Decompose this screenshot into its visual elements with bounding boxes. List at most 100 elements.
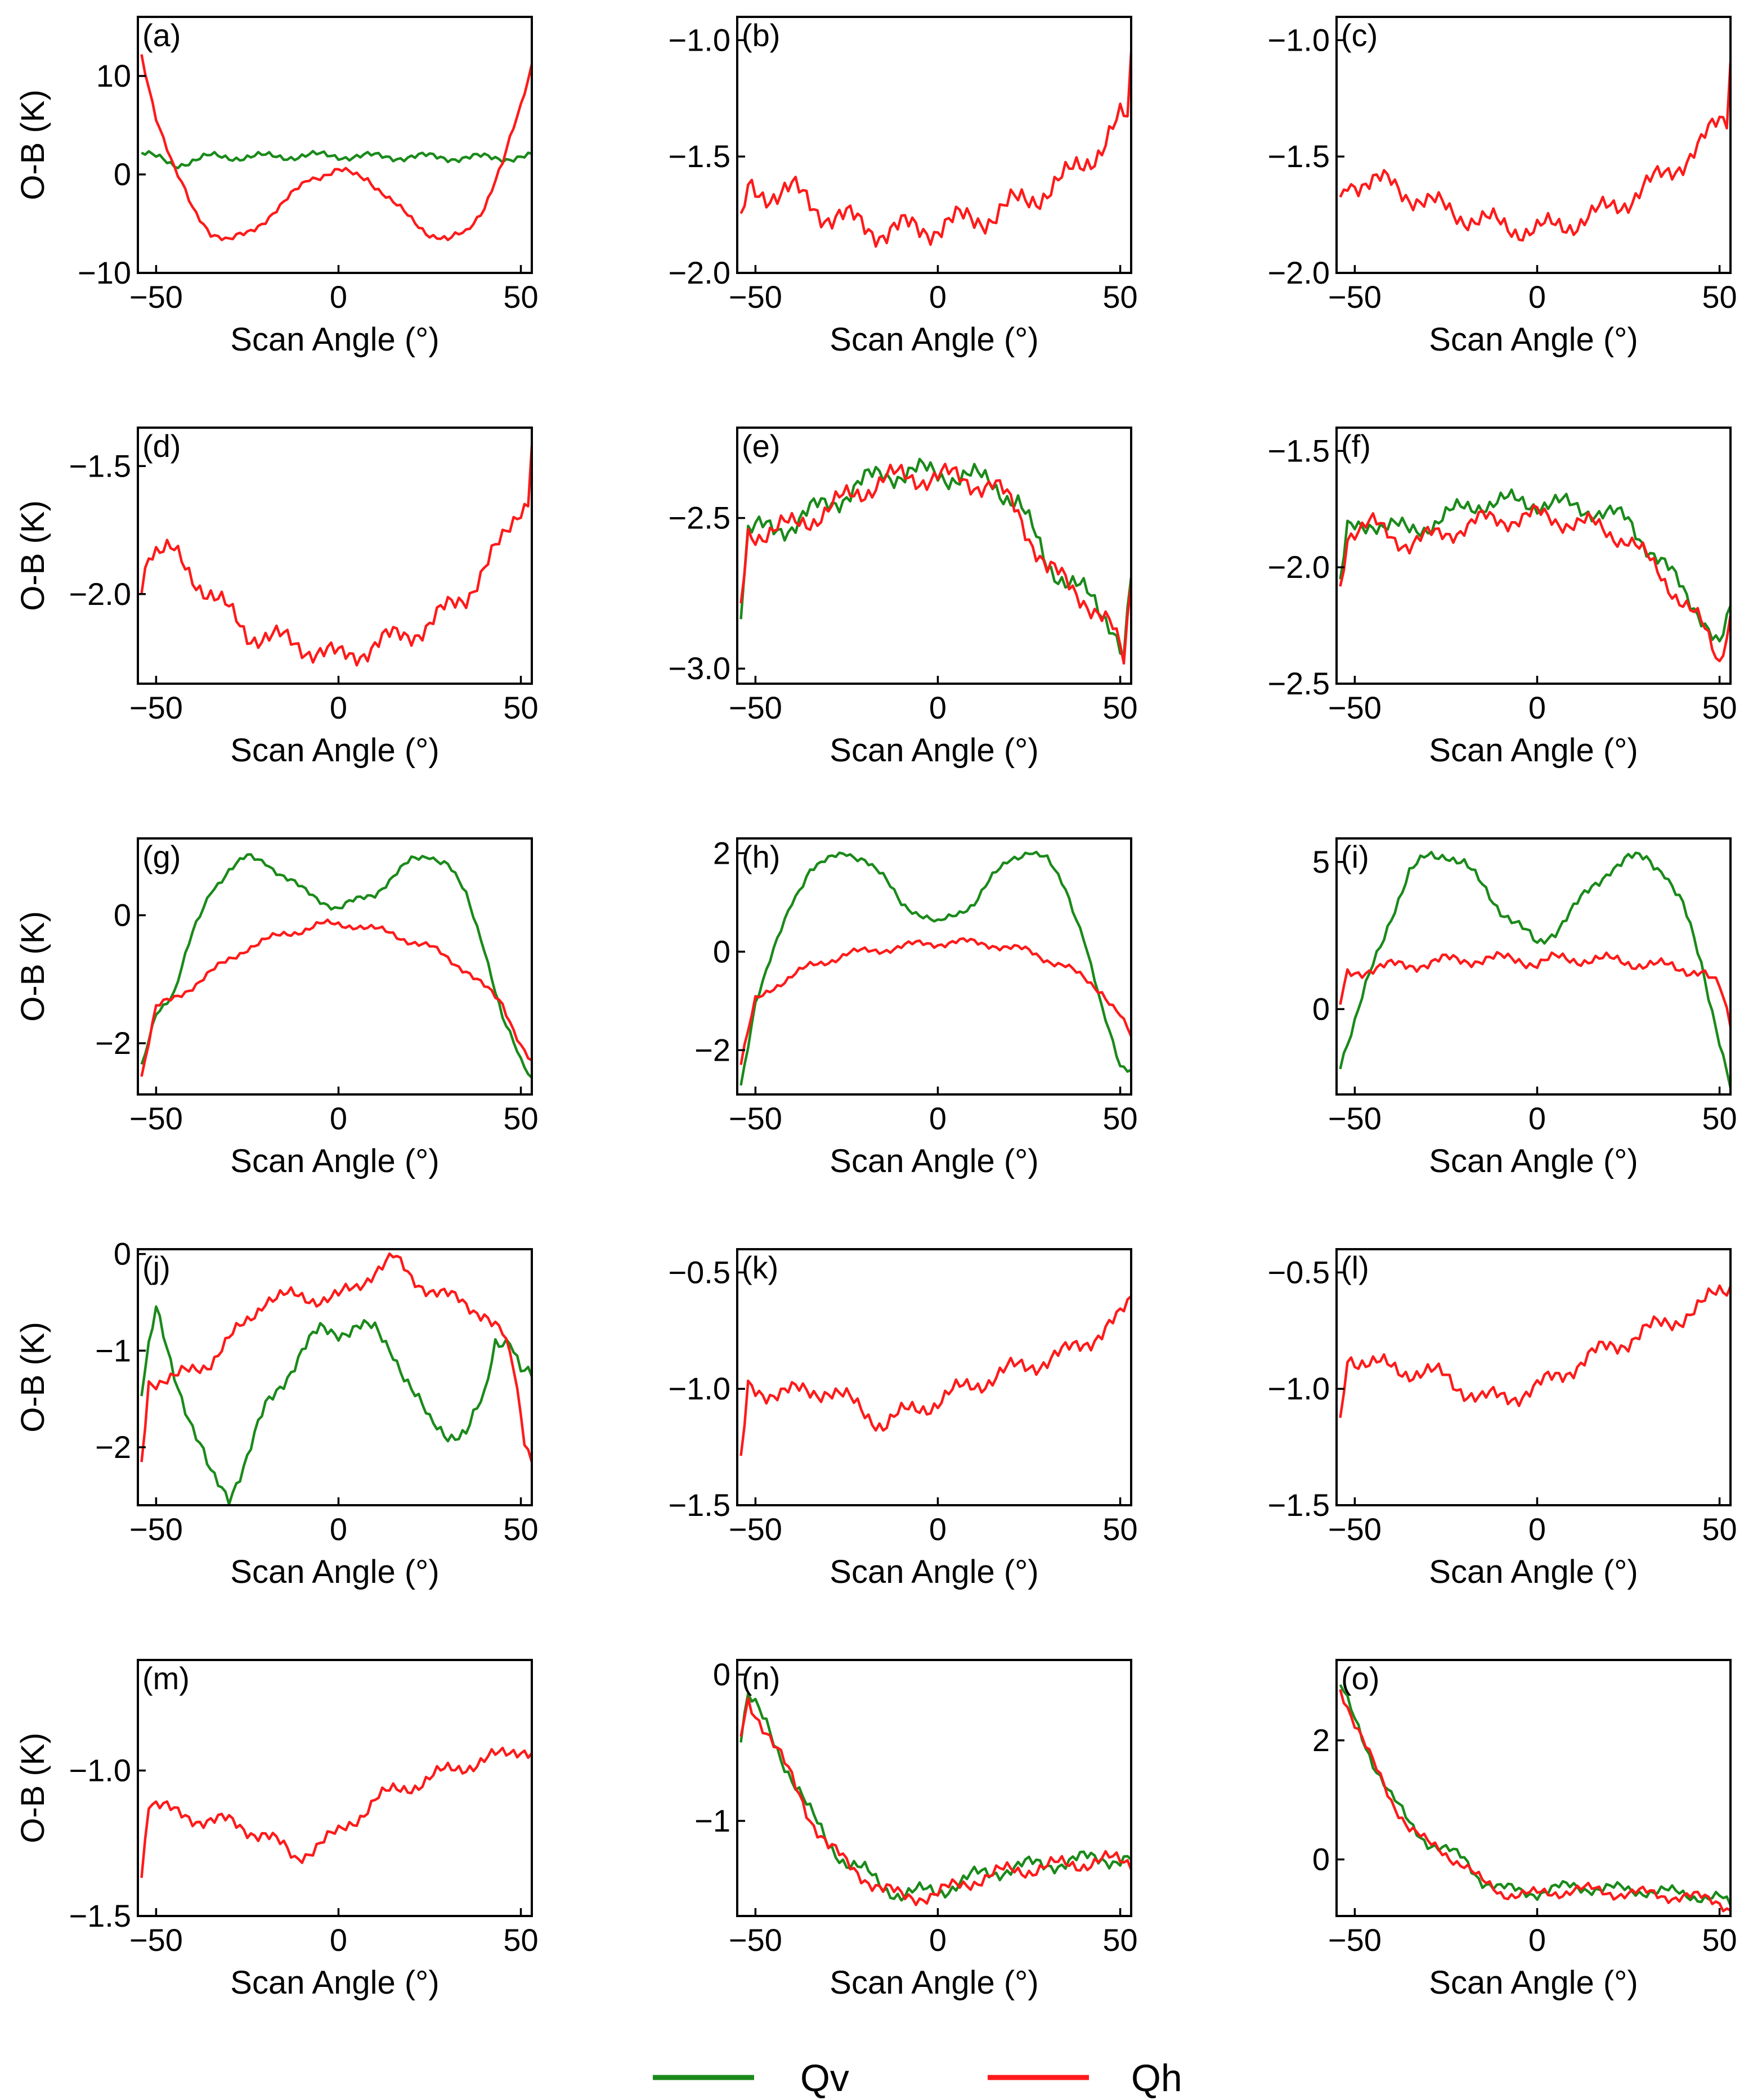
x-tick-label: 0 [929, 279, 947, 315]
x-tick-label: −50 [129, 690, 183, 725]
plot-frame [1335, 837, 1732, 1096]
subplot-o: −50 0 50 0 2 (o) Scan Angle (°) [1312, 1659, 1737, 2001]
y-tick-label: −2.0 [69, 576, 131, 612]
y-axis-label: O-B (K) [15, 500, 51, 611]
x-axis-label: Scan Angle (°) [830, 321, 1038, 358]
legend: Qv Qh [653, 2057, 1182, 2099]
y-tick-label: −2.0 [1267, 549, 1330, 585]
y-axis-label: O-B (K) [15, 89, 51, 200]
plot-frame [137, 16, 533, 274]
y-tick-label: −1.0 [69, 1752, 131, 1788]
x-tick-label: −50 [1328, 1922, 1382, 1958]
y-tick-label: 10 [96, 58, 131, 93]
subplot-b: −50 0 50 −2.0 −1.5 −1.0 (b) Scan Angle (°) [668, 16, 1138, 358]
series-qv-line [739, 850, 1131, 1086]
y-tick-label: −2 [95, 1429, 131, 1465]
x-tick-label: 0 [929, 1101, 947, 1136]
x-tick-label: 50 [503, 1101, 538, 1136]
y-tick-label: 0 [713, 934, 730, 969]
x-axis-label: Scan Angle (°) [830, 1554, 1038, 1590]
x-tick-label: 50 [1102, 1922, 1137, 1958]
panel-label: (a) [142, 17, 181, 53]
series-qh-line [739, 463, 1131, 665]
x-tick-label: 50 [503, 1511, 538, 1547]
y-tick-label: 0 [713, 1657, 730, 1692]
x-tick-label: −50 [1328, 279, 1382, 315]
x-tick-label: 50 [503, 1922, 538, 1958]
y-axis-label: O-B (K) [15, 1733, 51, 1843]
y-tick-label: −1.5 [69, 448, 131, 483]
series-qh-line [739, 1697, 1131, 1906]
x-tick-label: −50 [129, 1101, 183, 1136]
series-qv-line [1339, 1684, 1730, 1906]
y-tick-label: −1.0 [1267, 1371, 1330, 1406]
x-tick-label: 0 [1528, 279, 1546, 315]
series-qv-line [1339, 488, 1730, 643]
x-axis-label: Scan Angle (°) [1429, 1554, 1638, 1590]
panel-label: (o) [1341, 1661, 1379, 1696]
subplot-n: −50 0 50 −1 0 (n) Scan Angle (°) [694, 1657, 1138, 2001]
x-tick-label: 50 [1702, 279, 1737, 315]
x-tick-label: 50 [1702, 1511, 1737, 1547]
series-qv-line [140, 853, 532, 1079]
x-tick-label: 0 [929, 1511, 947, 1547]
panel-label: (b) [742, 17, 780, 53]
x-tick-label: 50 [1102, 690, 1137, 725]
series-qh-line [140, 1747, 532, 1878]
x-tick-label: −50 [129, 1922, 183, 1958]
subplot-h: −50 0 50 −2 0 2 (h) Scan Angle (°) [694, 835, 1138, 1179]
plot-frame [137, 1659, 533, 1917]
y-tick-label: −1.5 [69, 1898, 131, 1933]
x-axis-label: Scan Angle (°) [230, 1554, 439, 1590]
plot-frame [1335, 1248, 1732, 1506]
x-axis-label: Scan Angle (°) [830, 1143, 1038, 1179]
y-tick-label: −1.5 [1267, 433, 1330, 468]
y-tick-label: −1.5 [668, 138, 730, 174]
x-tick-label: 0 [1528, 690, 1546, 725]
panel-label: (e) [742, 428, 780, 464]
x-tick-label: 50 [1102, 279, 1137, 315]
series-qh-line [140, 54, 532, 241]
series-qh-line [140, 918, 532, 1077]
plot-frame [736, 427, 1132, 685]
series-qh-line [1339, 1284, 1730, 1418]
x-tick-label: 50 [1702, 690, 1737, 725]
y-tick-label: 2 [713, 835, 730, 870]
subplot-c: −50 0 50 −2.0 −1.5 −1.0 (c) Scan Angle (°) [1267, 16, 1737, 358]
x-tick-label: 50 [1102, 1511, 1137, 1547]
y-tick-label: 5 [1312, 844, 1330, 880]
y-tick-label: −2.5 [1267, 666, 1330, 701]
y-tick-label: −1.5 [668, 1487, 730, 1523]
plot-frame [736, 837, 1132, 1096]
series-qh-line [140, 446, 532, 667]
panel-label: (n) [742, 1661, 780, 1696]
x-tick-label: −50 [729, 279, 782, 315]
series-qh-line [739, 937, 1131, 1065]
y-tick-label: −10 [78, 255, 131, 290]
plot-frame [137, 837, 533, 1096]
panel-label: (h) [742, 839, 780, 874]
x-tick-label: −50 [729, 1101, 782, 1136]
x-axis-label: Scan Angle (°) [1429, 732, 1638, 769]
subplot-f: −50 0 50 −2.5 −2.0 −1.5 (f) Scan Angle (°) [1267, 427, 1737, 769]
x-tick-label: 50 [503, 690, 538, 725]
subplot-k: −50 0 50 −1.5 −1.0 −0.5 (k) Scan Angle (°) [668, 1248, 1138, 1590]
series-qh-line [1339, 504, 1730, 662]
series-qh-line [1339, 1689, 1730, 1913]
panel-label: (d) [142, 428, 181, 464]
x-tick-label: 50 [1702, 1922, 1737, 1958]
plot-frame [1335, 427, 1732, 685]
x-axis-label: Scan Angle (°) [830, 1964, 1038, 2001]
subplot-j: −50 0 50 −2 −1 0 (j) Scan Angle (°) O-B (K) [15, 1236, 539, 1590]
x-tick-label: 0 [1528, 1101, 1546, 1136]
plot-frame [137, 1248, 533, 1506]
series-qh-line [739, 52, 1131, 248]
x-tick-label: −50 [129, 1511, 183, 1547]
y-tick-label: 0 [114, 156, 131, 192]
panel-label: (i) [1341, 839, 1369, 874]
series-qv-line [1339, 851, 1730, 1088]
x-tick-label: −50 [129, 279, 183, 315]
panel-label: (g) [142, 839, 181, 874]
